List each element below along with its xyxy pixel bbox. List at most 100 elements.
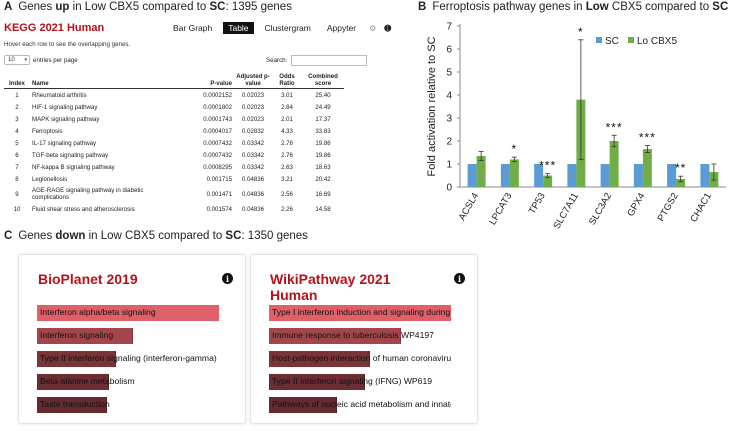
- row-adjusted-pvalue: 0.02023: [241, 103, 265, 111]
- enrichment-term[interactable]: Type II interferon signaling (IFNG) WP61…: [269, 374, 451, 390]
- table-row[interactable]: 8 Legionellosis 0.001715 0.04836 3.21 20.42: [4, 173, 344, 185]
- enrichment-term[interactable]: Type I interferon induction and signalin…: [269, 305, 451, 321]
- heading-text: Ferroptosis pathway genes in: [432, 1, 586, 13]
- table-row[interactable]: 7 NF-kappa B signaling pathway 0.0008295 0.…: [4, 161, 344, 173]
- tab-appyter[interactable]: Appyter: [326, 23, 357, 33]
- bar-sc: [567, 164, 577, 187]
- row-name: MAPK signaling pathway: [32, 115, 100, 123]
- info-icon[interactable]: i: [222, 273, 233, 284]
- table-row[interactable]: 4 Ferroptosis 0.0004017 0.02832 4.33 33.83: [4, 125, 344, 137]
- row-adjusted-pvalue: 0.03342: [241, 139, 265, 147]
- column-odds-ratio[interactable]: Odds Ratio: [272, 72, 302, 89]
- table-row[interactable]: 2 HIF-1 signaling pathway 0.0001802 0.02023…: [4, 101, 344, 113]
- table-row[interactable]: 9 AGE-RAGE signaling pathway in diabetic …: [4, 185, 344, 203]
- row-odds-ratio: 3.01: [281, 91, 293, 99]
- tab-bar-graph[interactable]: Bar Graph: [173, 23, 213, 33]
- row-odds-ratio: 2.26: [281, 205, 293, 213]
- legend-swatch: [596, 37, 602, 43]
- enrichment-term[interactable]: Type II interferon signaling (interferon…: [37, 351, 219, 367]
- term-label: Taste transduction: [40, 399, 110, 409]
- info-icon[interactable]: i: [454, 273, 465, 284]
- row-combined-score: 24.49: [315, 103, 331, 111]
- row-name: Ferroptosis: [32, 127, 63, 135]
- significance-label: *: [578, 25, 584, 39]
- enrichment-bar: [37, 351, 117, 367]
- table-row[interactable]: 6 TGF-beta signaling pathway 0.0007432 0.03…: [4, 149, 344, 161]
- entries-value: 10: [8, 57, 15, 63]
- tab-table[interactable]: Table: [223, 22, 254, 34]
- ferroptosis-bar-chart: 0 1 2 3 4 5 6 7 Fold activation relative to SC AC…: [426, 22, 726, 231]
- row-index: 6: [15, 151, 19, 159]
- search-input[interactable]: [291, 55, 368, 66]
- card-title: BioPlanet 2019: [38, 271, 138, 287]
- bar-lo-cbx5: [476, 155, 486, 187]
- tab-clustergram[interactable]: Clustergram: [264, 23, 311, 33]
- column-index[interactable]: Index: [4, 72, 30, 89]
- significance-label: ***: [606, 120, 623, 134]
- settings-icon[interactable]: ⚙: [369, 23, 377, 33]
- y-tick-label: 1: [446, 160, 452, 171]
- row-odds-ratio: 2.56: [281, 190, 293, 198]
- enrichment-term[interactable]: Pathways of nucleic acid metabolism and …: [269, 397, 451, 413]
- row-combined-score: 25.40: [315, 91, 331, 99]
- row-adjusted-pvalue: 0.04836: [241, 175, 265, 183]
- column-adjusted-pvalue[interactable]: Adjusted p-value: [234, 72, 272, 89]
- column-name[interactable]: Name: [30, 72, 184, 89]
- bar-lo-cbx5: [676, 178, 686, 187]
- legend-label: SC: [605, 36, 619, 47]
- entries-select[interactable]: 10 ▾: [4, 55, 30, 65]
- enrichment-bar: [269, 397, 338, 413]
- heading-text: : 1395 genes: [225, 1, 292, 13]
- row-combined-score: 20.42: [315, 175, 331, 183]
- row-index: 3: [15, 115, 19, 123]
- x-tick-label: PTGS2: [656, 191, 681, 223]
- row-adjusted-pvalue: 0.03342: [241, 163, 265, 171]
- row-name: IL-17 signaling pathway: [32, 139, 97, 147]
- y-axis-label: Fold activation relative to SC: [426, 36, 438, 176]
- y-tick-label: 6: [446, 45, 452, 56]
- table-row[interactable]: 10 Fluid shear stress and atherosclerosis…: [4, 203, 344, 215]
- row-pvalue: 0.0004017: [203, 127, 232, 135]
- heading-bold: up: [55, 1, 70, 13]
- y-tick-label: 3: [446, 114, 452, 125]
- row-name: NF-kappa B signaling pathway: [32, 163, 115, 171]
- enrichment-term[interactable]: Host-pathogen interaction of human coron…: [269, 351, 451, 367]
- bar-sc: [667, 164, 677, 187]
- table-row[interactable]: 3 MAPK signaling pathway 0.0001743 0.02023 2…: [4, 113, 344, 125]
- row-index: 1: [15, 91, 19, 99]
- row-pvalue: 0.0007432: [203, 139, 232, 147]
- x-tick-label: GPX4: [625, 191, 647, 218]
- panel-letter: A: [4, 1, 13, 13]
- row-name: Rheumatoid arthritis: [32, 91, 87, 99]
- enrichment-term[interactable]: Beta-alanine metabolism: [37, 374, 219, 390]
- significance-label: ***: [639, 131, 656, 145]
- view-tabs: Bar Graph Table Clustergram Appyter ⚙ ➊: [168, 22, 391, 34]
- x-tick-label: ACSL4: [457, 191, 482, 223]
- heading-bold: SC: [225, 230, 242, 242]
- entries-label: entries per page: [33, 56, 78, 64]
- table-row[interactable]: 1 Rheumatoid arthritis 0.0002152 0.02023 3.0…: [4, 89, 344, 102]
- column-pvalue[interactable]: P-value: [184, 72, 234, 89]
- row-pvalue: 0.001715: [206, 175, 232, 183]
- y-tick-label: 5: [446, 68, 452, 79]
- y-tick-label: 2: [446, 137, 452, 148]
- enrichment-term[interactable]: Interferon alpha/beta signaling: [37, 305, 219, 321]
- bar-sc: [700, 164, 710, 187]
- row-adjusted-pvalue: 0.02023: [241, 115, 265, 123]
- row-odds-ratio: 2.76: [281, 151, 293, 159]
- enrichment-term[interactable]: Taste transduction: [37, 397, 219, 413]
- row-combined-score: 19.86: [315, 139, 331, 147]
- heading-text: in Low CBX5 compared to: [85, 230, 226, 242]
- enrichment-term[interactable]: Immune response to tuberculosis WP4197: [269, 328, 451, 344]
- info-icon[interactable]: ➊: [384, 23, 392, 33]
- row-name: Legionellosis: [32, 175, 68, 183]
- library-title: KEGG 2021 Human: [4, 22, 105, 34]
- row-combined-score: 19.86: [315, 151, 331, 159]
- enrichment-term[interactable]: Interferon signaling: [37, 328, 219, 344]
- term-label: Pathways of nucleic acid metabolism and …: [272, 399, 451, 409]
- heading-text: in Low CBX5 compared to: [69, 1, 210, 13]
- panel-letter: B: [418, 1, 427, 13]
- card-title: WikiPathway 2021 Human: [270, 271, 391, 303]
- column-combined-score[interactable]: Combined score: [302, 72, 344, 89]
- table-row[interactable]: 5 IL-17 signaling pathway 0.0007432 0.03342…: [4, 137, 344, 149]
